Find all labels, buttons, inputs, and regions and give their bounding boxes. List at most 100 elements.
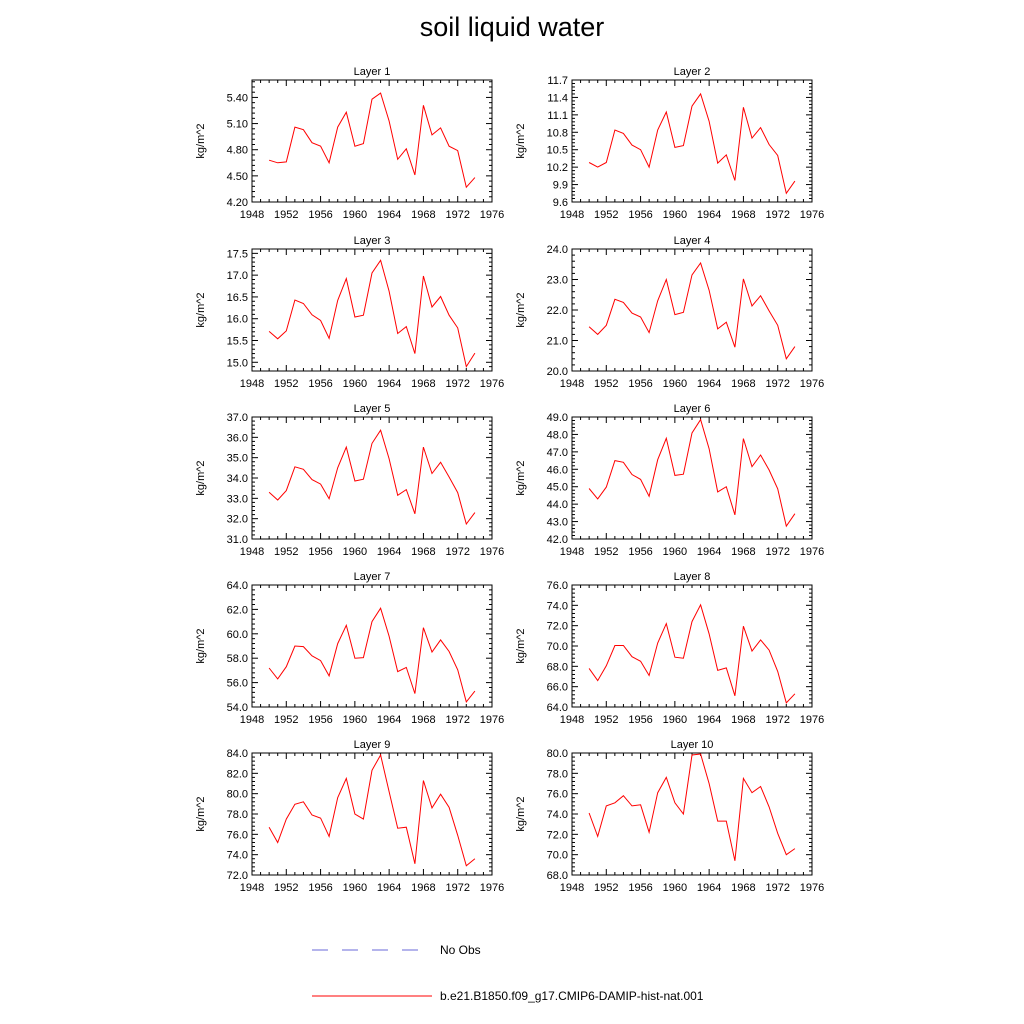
x-tick-label: 1968 xyxy=(411,378,435,390)
x-tick-label: 1956 xyxy=(308,546,332,558)
y-tick-label: 78.0 xyxy=(227,809,248,821)
chart-panel-4: Layer 4 kg/m^2 1948 1952 1956 1960 1964 1968 197… xyxy=(515,235,824,390)
y-tick-label: 36.0 xyxy=(227,432,248,444)
y-tick-label: 16.0 xyxy=(227,314,248,326)
y-tick-label: 10.5 xyxy=(547,145,568,157)
series-line xyxy=(268,259,476,368)
x-tick-label: 1964 xyxy=(377,882,401,894)
x-tick-label: 1956 xyxy=(308,882,332,894)
chart-panel-6: Layer 6 kg/m^2 1948 1952 1956 1960 1964 1968 197… xyxy=(515,403,824,558)
x-tick-label: 1972 xyxy=(765,209,789,221)
y-tick-label: 4.50 xyxy=(227,171,248,183)
x-tick-label: 1968 xyxy=(411,882,435,894)
chart-panel-3: Layer 3 kg/m^2 1948 1952 1956 1960 1964 1968 197… xyxy=(195,235,504,390)
y-tick-label: 74.0 xyxy=(227,850,248,862)
x-tick-label: 1968 xyxy=(411,546,435,558)
y-axis-label: kg/m^2 xyxy=(515,796,527,831)
x-tick-label: 1960 xyxy=(343,714,367,726)
y-tick-label: 5.10 xyxy=(227,119,248,131)
x-tick-label: 1976 xyxy=(480,378,504,390)
y-tick-label: 46.0 xyxy=(547,464,568,476)
panel-title: Layer 8 xyxy=(674,571,711,583)
y-tick-label: 47.0 xyxy=(547,447,568,459)
y-tick-label: 45.0 xyxy=(547,482,568,494)
series-line xyxy=(588,92,796,195)
y-tick-label: 64.0 xyxy=(547,702,568,714)
y-tick-label: 20.0 xyxy=(547,366,568,378)
x-tick-label: 1976 xyxy=(480,714,504,726)
x-tick-label: 1956 xyxy=(628,714,652,726)
y-tick-label: 54.0 xyxy=(227,702,248,714)
x-tick-label: 1948 xyxy=(560,378,584,390)
panel-title: Layer 10 xyxy=(671,739,714,751)
x-tick-label: 1956 xyxy=(628,209,652,221)
y-tick-label: 84.0 xyxy=(227,748,248,760)
y-tick-label: 80.0 xyxy=(227,789,248,801)
y-axis-label: kg/m^2 xyxy=(515,628,527,663)
y-tick-label: 23.0 xyxy=(547,275,568,287)
x-tick-label: 1964 xyxy=(697,209,721,221)
legend-item-no-obs: No Obs xyxy=(312,943,481,957)
y-tick-label: 70.0 xyxy=(547,850,568,862)
x-tick-label: 1960 xyxy=(343,378,367,390)
y-axis-label: kg/m^2 xyxy=(195,292,207,327)
y-tick-label: 32.0 xyxy=(227,514,248,526)
x-tick-label: 1976 xyxy=(800,378,824,390)
x-tick-label: 1968 xyxy=(731,714,755,726)
y-tick-label: 37.0 xyxy=(227,412,248,424)
x-tick-label: 1968 xyxy=(731,882,755,894)
x-tick-label: 1960 xyxy=(343,209,367,221)
x-tick-label: 1952 xyxy=(274,882,298,894)
y-tick-label: 76.0 xyxy=(227,829,248,841)
x-tick-label: 1968 xyxy=(731,546,755,558)
series-line xyxy=(588,603,796,704)
x-tick-label: 1952 xyxy=(594,209,618,221)
x-tick-label: 1948 xyxy=(240,882,264,894)
legend-label-no-obs: No Obs xyxy=(440,943,481,957)
y-tick-label: 33.0 xyxy=(227,493,248,505)
series-line xyxy=(268,753,476,867)
y-tick-label: 82.0 xyxy=(227,768,248,780)
x-tick-label: 1964 xyxy=(697,546,721,558)
x-tick-label: 1948 xyxy=(560,714,584,726)
x-tick-label: 1952 xyxy=(594,714,618,726)
series-line xyxy=(588,418,796,528)
y-axis-label: kg/m^2 xyxy=(195,123,207,158)
y-tick-label: 60.0 xyxy=(227,629,248,641)
x-tick-label: 1956 xyxy=(308,209,332,221)
x-tick-label: 1972 xyxy=(765,546,789,558)
x-tick-label: 1948 xyxy=(560,546,584,558)
y-axis-label: kg/m^2 xyxy=(515,123,527,158)
y-tick-label: 72.0 xyxy=(547,621,568,633)
x-tick-label: 1964 xyxy=(377,209,401,221)
y-tick-label: 35.0 xyxy=(227,453,248,465)
y-axis-label: kg/m^2 xyxy=(195,628,207,663)
x-tick-label: 1968 xyxy=(731,209,755,221)
panel-title: Layer 4 xyxy=(674,235,711,247)
series-line xyxy=(268,607,476,703)
x-tick-label: 1948 xyxy=(560,882,584,894)
x-tick-label: 1960 xyxy=(343,546,367,558)
y-tick-label: 74.0 xyxy=(547,809,568,821)
panel-title: Layer 6 xyxy=(674,403,711,415)
series-line xyxy=(268,92,476,189)
y-tick-label: 76.0 xyxy=(547,580,568,592)
x-tick-label: 1976 xyxy=(800,546,824,558)
x-tick-label: 1964 xyxy=(377,378,401,390)
y-tick-label: 68.0 xyxy=(547,870,568,882)
y-tick-label: 78.0 xyxy=(547,768,568,780)
x-tick-label: 1948 xyxy=(560,209,584,221)
y-tick-label: 4.80 xyxy=(227,145,248,157)
x-tick-label: 1952 xyxy=(274,546,298,558)
chart-panel-9: Layer 9 kg/m^2 1948 1952 1956 1960 1964 1968 197… xyxy=(195,739,504,894)
chart-panel-10: Layer 10 kg/m^2 1948 1952 1956 1960 1964 1968 19… xyxy=(515,739,824,894)
chart-panel-2: Layer 2 kg/m^2 1948 1952 1956 1960 1964 1968 197… xyxy=(515,66,824,221)
x-tick-label: 1976 xyxy=(800,209,824,221)
x-tick-label: 1972 xyxy=(765,882,789,894)
panel-title: Layer 7 xyxy=(354,571,391,583)
x-tick-label: 1968 xyxy=(731,378,755,390)
x-tick-label: 1960 xyxy=(663,209,687,221)
series-line xyxy=(268,429,476,526)
x-tick-label: 1972 xyxy=(445,209,469,221)
